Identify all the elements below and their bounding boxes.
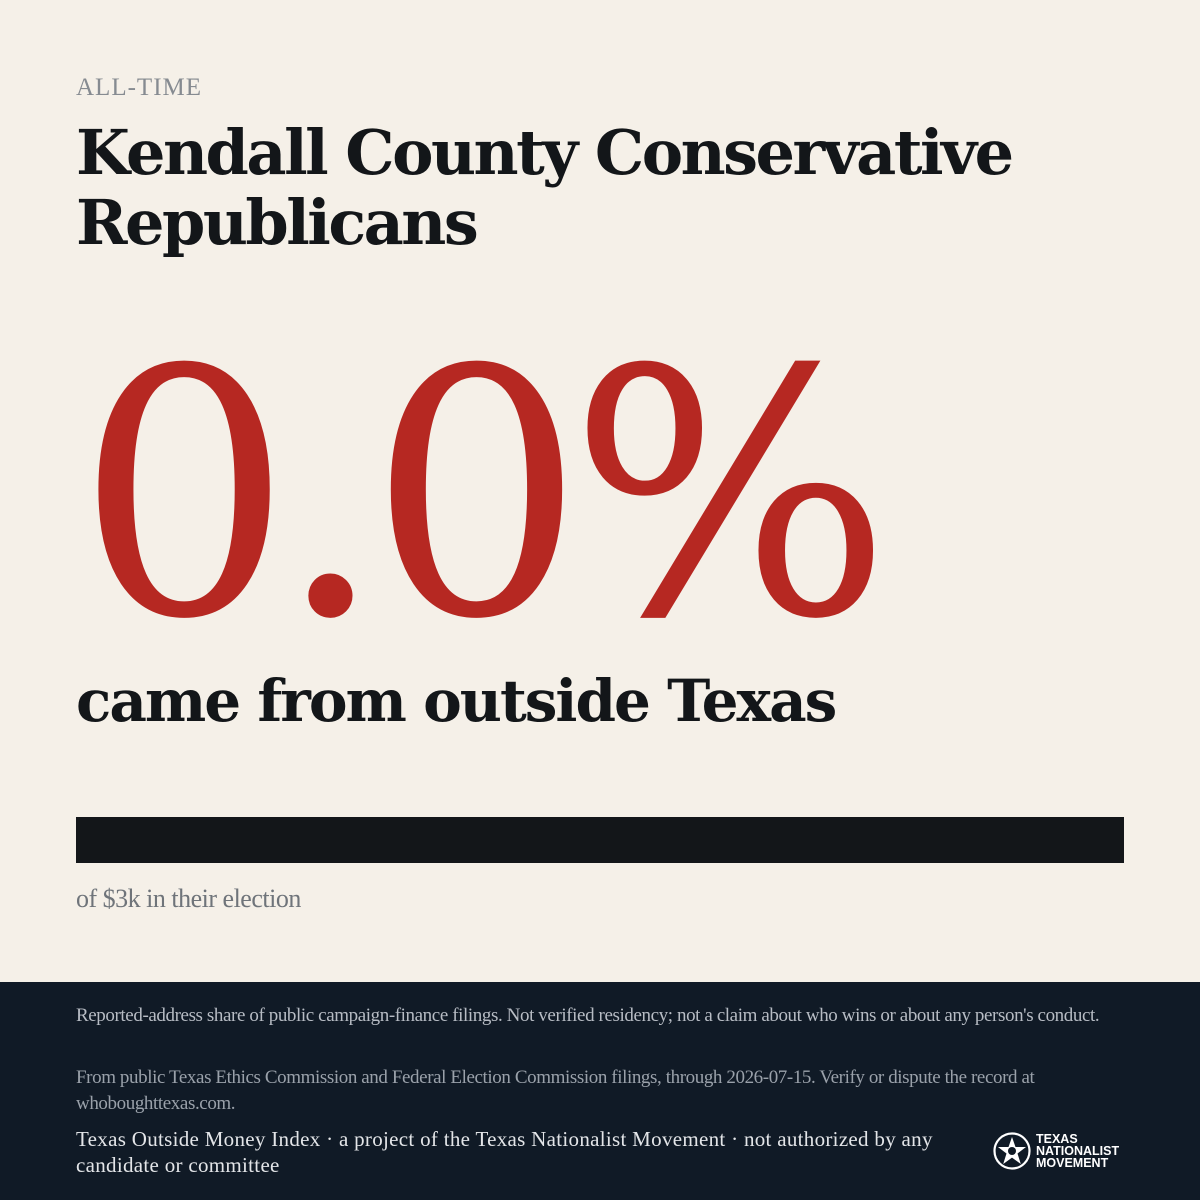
credit-text: Texas Outside Money Index · a project of…: [76, 1127, 933, 1177]
committee-title: Kendall County Conservative Republicans: [76, 116, 1014, 259]
logo-line-nationalist: NATIONALIST: [1036, 1144, 1120, 1158]
star-seal-icon: [992, 1131, 1032, 1171]
tnm-logo: TEXAS NATIONALIST MOVEMENT: [992, 1131, 1119, 1171]
logo-line-movement: MOVEMENT: [1036, 1156, 1109, 1170]
total-raised-caption: of $3k in their election: [76, 884, 301, 913]
disclaimer-text: Reported-address share of public campaig…: [76, 1005, 1100, 1026]
time-range-label: ALL-TIME: [76, 74, 203, 101]
tnm-logo-wordmark: TEXAS NATIONALIST MOVEMENT: [1036, 1132, 1120, 1170]
outside-share-percent: 0.0%: [76, 298, 892, 694]
outside-share-caption: came from outside Texas: [76, 667, 837, 735]
source-text: From public Texas Ethics Commission and …: [76, 1067, 1035, 1114]
outside-share-bar: [76, 817, 1124, 863]
logo-line-texas: TEXAS: [1036, 1132, 1078, 1146]
